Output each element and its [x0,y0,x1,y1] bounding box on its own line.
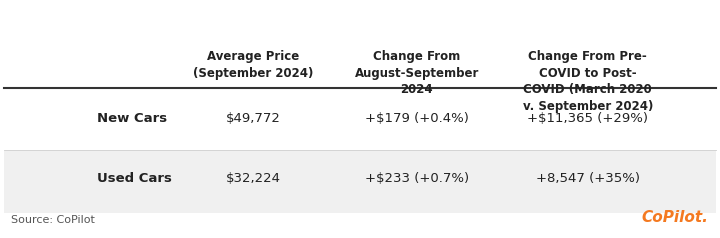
FancyBboxPatch shape [4,151,716,213]
Text: Used Cars: Used Cars [96,172,171,185]
Text: Change From
August-September
2024: Change From August-September 2024 [355,50,479,96]
Text: Average Price
(September 2024): Average Price (September 2024) [193,50,313,79]
Text: +$179 (+0.4%): +$179 (+0.4%) [365,113,469,125]
Text: +8,547 (+35%): +8,547 (+35%) [536,172,640,185]
Text: CoPilot.: CoPilot. [642,210,708,225]
Text: Source: CoPilot: Source: CoPilot [12,215,95,225]
Text: +$11,365 (+29%): +$11,365 (+29%) [527,113,648,125]
Text: +$233 (+0.7%): +$233 (+0.7%) [365,172,469,185]
Text: $49,772: $49,772 [226,113,281,125]
Text: New Cars: New Cars [96,113,167,125]
Text: Change From Pre-
COVID to Post-
COVID (March 2020
v. September 2024): Change From Pre- COVID to Post- COVID (M… [523,50,653,113]
Text: $32,224: $32,224 [226,172,281,185]
